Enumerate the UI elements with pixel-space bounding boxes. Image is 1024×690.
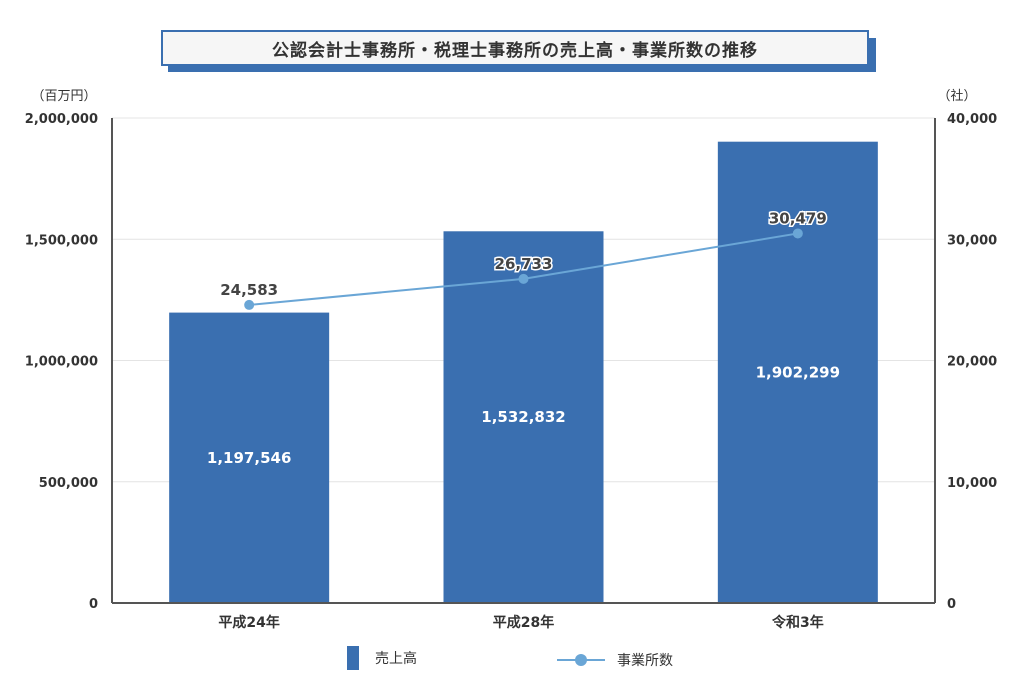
y-left-tick-label: 0 bbox=[89, 597, 98, 612]
x-tick-label: 平成28年 bbox=[493, 614, 554, 631]
line-value-label: 26,733 bbox=[495, 255, 553, 273]
y-right-unit-label: （社） bbox=[937, 88, 976, 104]
y-right-tick-label: 30,000 bbox=[947, 233, 997, 248]
legend-label-sales: 売上高 bbox=[375, 651, 417, 667]
y-left-tick-label: 2,000,000 bbox=[25, 112, 98, 127]
legend-swatch-sales bbox=[347, 646, 359, 670]
bar-value-label: 1,532,832 bbox=[481, 408, 565, 426]
chart-title-frame: 公認会計士事務所・税理士事務所の売上高・事業所数の推移 bbox=[161, 30, 876, 72]
bar-value-label: 1,197,546 bbox=[207, 449, 291, 467]
label-layer: 1,197,546 1,532,832 1,902,299 24,583 26,733 3… bbox=[207, 208, 840, 467]
x-tick-label: 平成24年 bbox=[218, 614, 279, 631]
chart-title: 公認会計士事務所・税理士事務所の売上高・事業所数の推移 bbox=[161, 30, 869, 66]
y-left-unit-label: （百万円） bbox=[31, 89, 96, 104]
legend: 売上高 事業所数 bbox=[0, 644, 1024, 672]
line-layer bbox=[244, 228, 803, 310]
line-value-label: 24,583 bbox=[220, 281, 278, 299]
bar-sales bbox=[169, 312, 330, 603]
legend-label-offices: 事業所数 bbox=[617, 653, 673, 669]
line-value-label: 30,479 bbox=[769, 209, 827, 227]
bar-value-label: 1,902,299 bbox=[756, 363, 840, 381]
axis-layer: 0 0 500,000 10,000 1,000,000 20,000 1,500,000 3… bbox=[25, 112, 997, 631]
y-right-tick-label: 40,000 bbox=[947, 112, 997, 127]
point-offices bbox=[792, 228, 803, 239]
y-right-tick-label: 10,000 bbox=[947, 476, 997, 491]
x-tick-label: 令和3年 bbox=[771, 614, 824, 631]
point-offices bbox=[244, 299, 255, 310]
y-left-tick-label: 500,000 bbox=[39, 476, 98, 491]
bar-layer bbox=[169, 141, 878, 603]
y-right-tick-label: 0 bbox=[947, 597, 956, 612]
y-left-tick-label: 1,500,000 bbox=[25, 233, 98, 248]
legend-line-offices bbox=[557, 654, 605, 666]
legend-item-offices: 事業所数 bbox=[557, 650, 673, 670]
y-right-tick-label: 20,000 bbox=[947, 355, 997, 370]
legend-item-sales: 売上高 bbox=[347, 646, 417, 670]
bar-sales bbox=[717, 141, 878, 603]
point-offices bbox=[518, 273, 529, 284]
y-left-tick-label: 1,000,000 bbox=[25, 355, 98, 370]
bar-sales bbox=[443, 231, 604, 603]
